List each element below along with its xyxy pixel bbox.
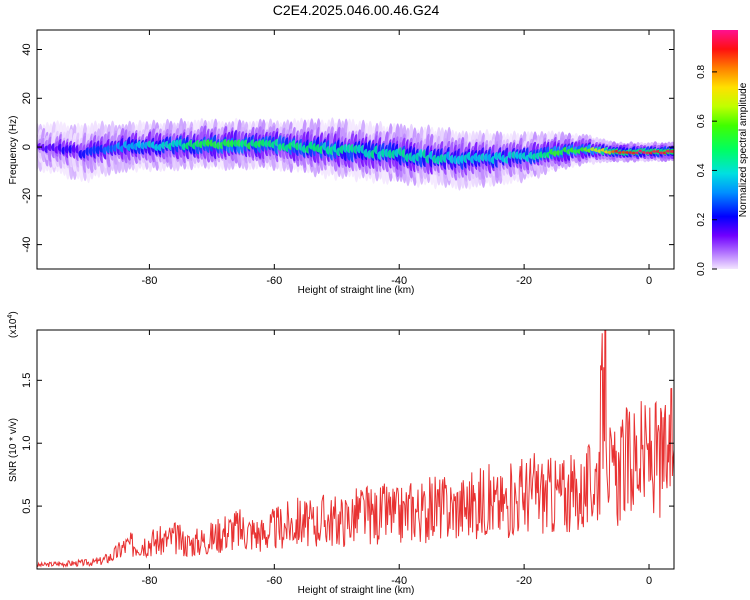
x-tick-label: -40 [391, 275, 407, 287]
spectral-blob [669, 149, 674, 153]
spectrogram-ticks: -80 -60 -40 -20 0 -40 -20 0 20 40 [21, 30, 674, 287]
snr-xlabel: Height of straight line (km) [298, 585, 415, 596]
x-tick-label: -80 [141, 575, 157, 587]
y-tick-label: 0 [21, 144, 33, 150]
x-tick-label: -80 [141, 275, 157, 287]
spectrogram-frame [36, 29, 675, 270]
svg-text:(x104): (x104) [7, 311, 19, 338]
y-tick-label: -20 [21, 188, 33, 204]
spectrogram-ridge [37, 117, 674, 191]
snr-frame [36, 329, 675, 570]
spectrogram-panel: -80 -60 -40 -20 0 -40 -20 0 20 40 Height of strai… [8, 29, 675, 296]
snr-multiplier-base: (x10 [8, 318, 19, 338]
colorbar-tick-label: 0.4 [696, 163, 707, 177]
x-tick-label: 0 [646, 275, 652, 287]
x-tick-label: 0 [646, 575, 652, 587]
figure-title: C2E4.2025.046.00.46.G24 [273, 2, 440, 18]
spectrogram-ylabel: Frequency (Hz) [8, 116, 19, 185]
colorbar-gradient [712, 30, 738, 269]
y-tick-label: 0.5 [21, 498, 33, 513]
colorbar-tick-label: 0.8 [696, 64, 707, 78]
x-tick-label: -20 [516, 275, 532, 287]
snr-multiplier-exp: 4 [7, 315, 14, 319]
colorbar-ticks: 0.0 0.2 0.4 0.6 0.8 [696, 64, 717, 276]
x-tick-label: -60 [266, 275, 282, 287]
y-tick-label: 40 [21, 43, 33, 55]
y-tick-label: 20 [21, 92, 33, 104]
x-tick-label: -20 [516, 575, 532, 587]
colorbar-label: Normalized spectral amplitude [738, 82, 749, 217]
y-tick-label: 1.0 [21, 436, 33, 451]
x-tick-label: -60 [266, 575, 282, 587]
x-tick-label: -40 [391, 575, 407, 587]
y-tick-label: 1.5 [21, 373, 33, 388]
snr-panel: -80 -60 -40 -20 0 0.5 1.0 1.5 Height of straigh… [7, 311, 675, 596]
spectrogram-xlabel: Height of straight line (km) [298, 285, 415, 296]
y-tick-label: -40 [21, 237, 33, 253]
colorbar-tick-label: 0.6 [696, 114, 707, 128]
colorbar-tick-label: 0.2 [696, 212, 707, 226]
snr-series-line [37, 330, 674, 569]
snr-ylabel: SNR (10 * v/v) [8, 418, 19, 482]
colorbar: 0.0 0.2 0.4 0.6 0.8 Normalized spectral ampl… [696, 30, 749, 276]
colorbar-tick-label: 0.0 [696, 262, 707, 276]
snr-multiplier: (x104) [7, 311, 19, 338]
snr-ticks: -80 -60 -40 -20 0 0.5 1.0 1.5 [21, 330, 674, 587]
